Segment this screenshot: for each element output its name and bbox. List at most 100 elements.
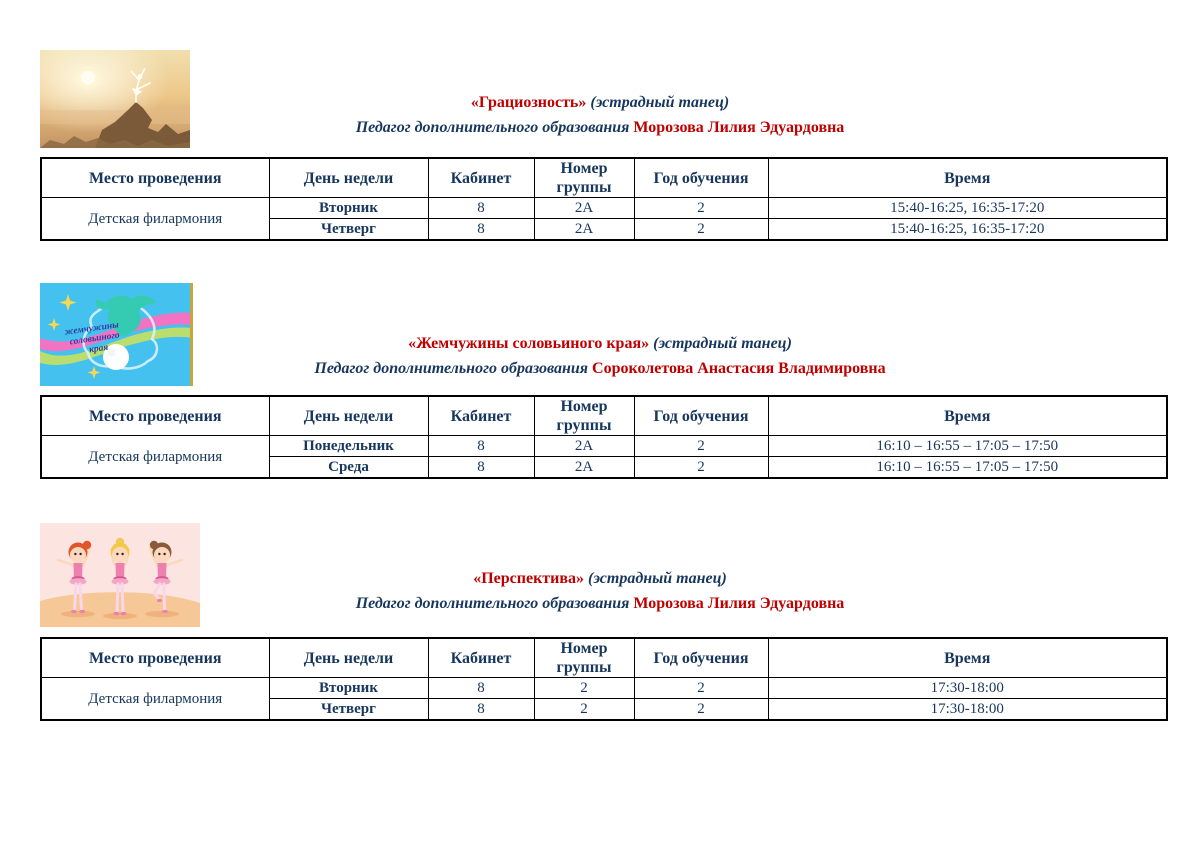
column-header-time: Время — [767, 395, 1168, 436]
cell-room: 8 — [427, 197, 535, 219]
class-title-line: «Жемчужины соловьиного края» (эстрадный … — [0, 331, 1200, 356]
teacher-line: Педагог дополнительного образования Соро… — [0, 356, 1200, 381]
table-row: Четверг 8 2А 2 15:40-16:25, 16:35-17:20 — [41, 218, 1168, 241]
column-header-group: Номер группы — [533, 395, 635, 436]
cell-day: Понедельник — [268, 435, 429, 457]
schedule-table-3: Место проведения День недели Кабинет Ном… — [40, 637, 1168, 721]
header-row: Место проведения День недели Кабинет Ном… — [40, 395, 1168, 436]
cell-group: 2 — [533, 677, 635, 699]
tutu — [131, 87, 143, 96]
cell-time: 16:10 – 16:55 – 17:05 – 17:50 — [767, 456, 1168, 479]
cell-time: 17:30-18:00 — [767, 677, 1168, 699]
cell-group: 2А — [533, 218, 635, 241]
cell-year: 2 — [633, 698, 769, 721]
cell-year: 2 — [633, 218, 769, 241]
cell-place: Детская филармония — [40, 677, 270, 721]
cell-day: Четверг — [268, 698, 429, 721]
cell-day: Вторник — [268, 197, 429, 219]
cell-place: Детская филармония — [40, 435, 270, 479]
column-header-day: День недели — [268, 157, 429, 198]
cell-group: 2А — [533, 435, 635, 457]
teacher-name: Морозова Лилия Эдуардовна — [633, 595, 845, 612]
cell-year: 2 — [633, 197, 769, 219]
teacher-name: Сороколетова Анастасия Владимировна — [592, 360, 886, 377]
header-row: Место проведения День недели Кабинет Ном… — [40, 157, 1168, 198]
ensemble-logo-image: жемчужины соловьиного края — [40, 283, 193, 386]
teacher-label: Педагог дополнительного образования — [355, 119, 630, 136]
sparkle-icons — [47, 294, 101, 379]
teacher-label: Педагог дополнительного образования — [355, 595, 630, 612]
table-row: Детская филармония Понедельник 8 2А 2 16… — [40, 435, 1168, 479]
column-header-group: Номер группы — [533, 637, 635, 678]
cell-place: Детская филармония — [40, 197, 270, 241]
class-title-line: «Грациозность» (эстрадный танец) — [0, 90, 1200, 115]
section2-heading: «Жемчужины соловьиного края» (эстрадный … — [0, 331, 1200, 381]
section2-thumbnail: жемчужины соловьиного края — [40, 283, 193, 386]
cell-day: Четверг — [268, 218, 429, 241]
cell-year: 2 — [633, 677, 769, 699]
cell-room: 8 — [427, 218, 535, 241]
table-row: Детская филармония Вторник 8 2А 2 15:40-… — [40, 197, 1168, 241]
column-header-year: Год обучения — [633, 637, 769, 678]
section3-heading: «Перспектива» (эстрадный танец) Педагог … — [0, 566, 1200, 616]
cell-time: 16:10 – 16:55 – 17:05 – 17:50 — [767, 435, 1168, 457]
ballerina-figure-1 — [56, 540, 92, 614]
section3-thumbnail — [40, 523, 200, 627]
logo-word-3: края — [89, 343, 110, 356]
column-header-room: Кабинет — [427, 637, 535, 678]
column-header-room: Кабинет — [427, 157, 535, 198]
class-title: «Перспектива» — [473, 570, 585, 587]
column-header-time: Время — [767, 157, 1168, 198]
column-header-day: День недели — [268, 637, 429, 678]
ballerinas-cartoon-image — [40, 523, 200, 627]
schedule-table-2: Место проведения День недели Кабинет Ном… — [40, 395, 1168, 479]
cell-room: 8 — [427, 456, 535, 479]
pink-ribbon — [40, 312, 193, 352]
cell-room: 8 — [427, 698, 535, 721]
cell-year: 2 — [633, 435, 769, 457]
cell-year: 2 — [633, 456, 769, 479]
nightingale-bird-icon — [95, 295, 156, 336]
rocks — [95, 102, 190, 148]
column-header-day: День недели — [268, 395, 429, 436]
dancer-sunset-image — [40, 50, 190, 148]
cell-time: 17:30-18:00 — [767, 698, 1168, 721]
column-header-group: Номер группы — [533, 157, 635, 198]
header-row: Место проведения День недели Кабинет Ном… — [40, 637, 1168, 678]
sun — [81, 71, 95, 85]
column-header-place: Место проведения — [40, 157, 270, 198]
teacher-line: Педагог дополнительного образования Моро… — [0, 115, 1200, 140]
class-genre: (эстрадный танец) — [653, 335, 792, 352]
mist-band — [40, 110, 190, 124]
class-title: «Грациозность» — [470, 94, 587, 111]
cell-day: Среда — [268, 456, 429, 479]
cell-room: 8 — [427, 435, 535, 457]
table-row: Детская филармония Вторник 8 2 2 17:30-1… — [40, 677, 1168, 721]
column-header-room: Кабинет — [427, 395, 535, 436]
teacher-label: Педагог дополнительного образования — [314, 360, 589, 377]
teacher-line: Педагог дополнительного образования Моро… — [0, 591, 1200, 616]
column-header-place: Место проведения — [40, 637, 270, 678]
cell-group: 2А — [533, 197, 635, 219]
cell-group: 2А — [533, 456, 635, 479]
table-row: Четверг 8 2 2 17:30-18:00 — [41, 698, 1168, 721]
cell-day: Вторник — [268, 677, 429, 699]
column-header-place: Место проведения — [40, 395, 270, 436]
column-header-year: Год обучения — [633, 395, 769, 436]
section1-thumbnail — [40, 50, 190, 148]
class-title: «Жемчужины соловьиного края» — [408, 335, 650, 352]
cell-group: 2 — [533, 698, 635, 721]
schedule-table-1: Место проведения День недели Кабинет Ном… — [40, 157, 1168, 241]
column-header-year: Год обучения — [633, 157, 769, 198]
class-title-line: «Перспектива» (эстрадный танец) — [0, 566, 1200, 591]
teacher-name: Морозова Лилия Эдуардовна — [633, 119, 845, 136]
cell-room: 8 — [427, 677, 535, 699]
ballerina-figure-3 — [148, 540, 184, 614]
cell-time: 15:40-16:25, 16:35-17:20 — [767, 218, 1168, 241]
cell-time: 15:40-16:25, 16:35-17:20 — [767, 197, 1168, 219]
class-genre: (эстрадный танец) — [588, 570, 727, 587]
column-header-time: Время — [767, 637, 1168, 678]
class-genre: (эстрадный танец) — [590, 94, 730, 111]
region-outline — [82, 301, 159, 370]
